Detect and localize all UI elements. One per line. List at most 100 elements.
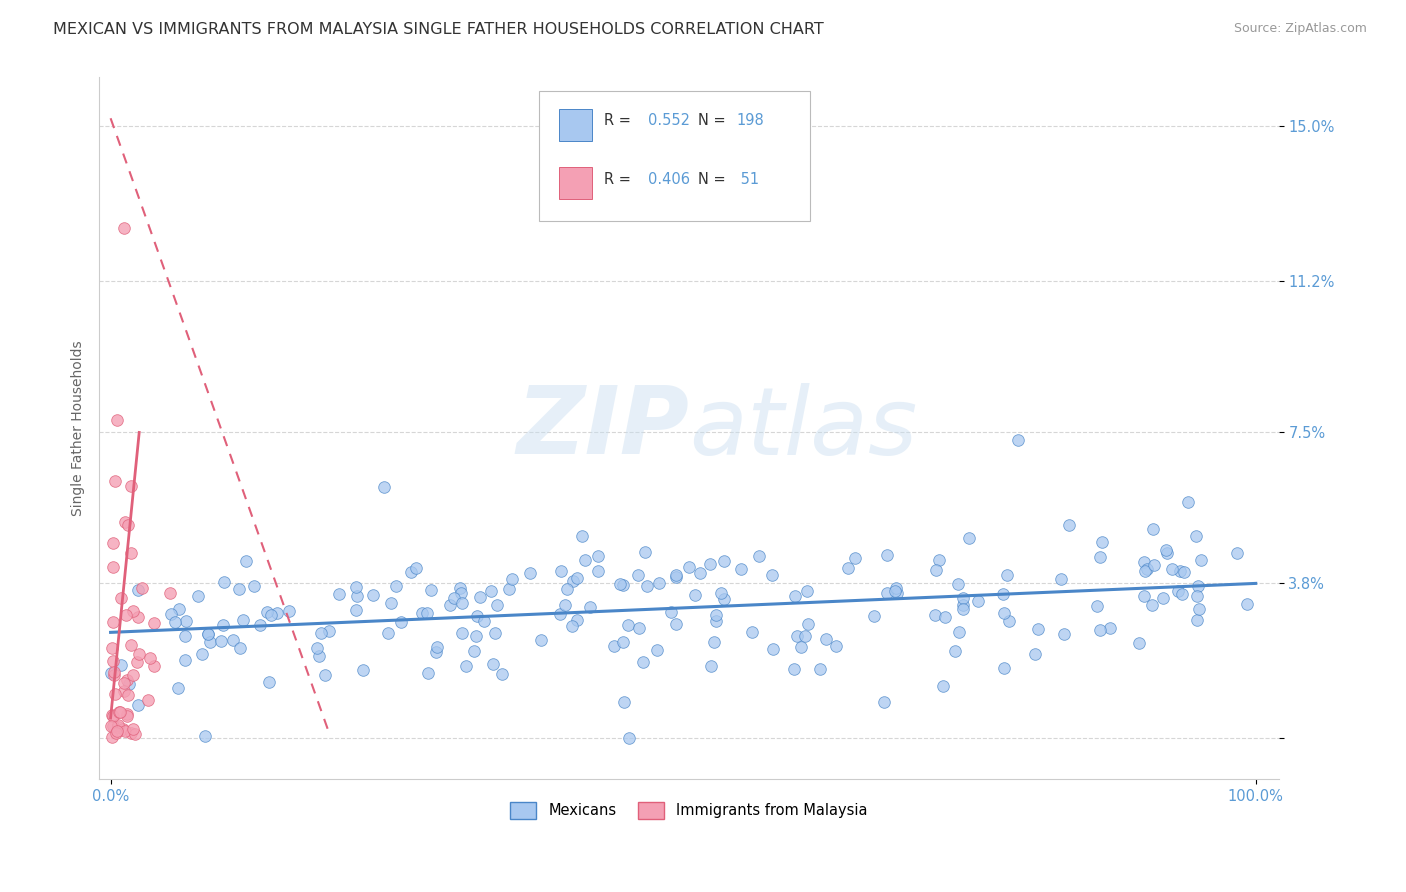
Point: [187, 590, 209, 604]
Point: [318, 624, 340, 639]
Point: [411, 606, 433, 620]
Point: [952, 591, 974, 606]
Point: [837, 560, 859, 574]
Point: [425, 645, 447, 659]
Point: [815, 632, 838, 647]
Point: [785, 589, 807, 603]
Point: [346, 590, 368, 604]
Point: [249, 617, 271, 632]
Point: [550, 607, 572, 622]
Point: [115, 673, 138, 687]
Point: [228, 582, 250, 597]
Point: [636, 579, 658, 593]
Point: [117, 518, 139, 533]
Point: [876, 549, 898, 563]
Point: [174, 653, 197, 667]
Point: [120, 479, 142, 493]
Point: [472, 615, 495, 629]
Point: [491, 666, 513, 681]
Point: [167, 681, 190, 695]
Point: [159, 586, 181, 600]
Point: [1187, 579, 1209, 593]
Point: [377, 626, 399, 640]
Point: [243, 579, 266, 593]
Point: [124, 727, 146, 741]
Point: [862, 608, 884, 623]
Point: [1026, 622, 1049, 636]
Point: [796, 584, 818, 599]
Point: [574, 552, 596, 566]
Point: [197, 627, 219, 641]
Point: [993, 587, 1015, 601]
Point: [439, 599, 461, 613]
Point: [703, 634, 725, 648]
Point: [308, 649, 330, 664]
Point: [762, 642, 785, 657]
Text: N =: N =: [699, 171, 731, 186]
Point: [136, 693, 159, 707]
Point: [561, 574, 583, 588]
Point: [142, 615, 165, 630]
Point: [797, 616, 820, 631]
Point: [647, 575, 669, 590]
Point: [1059, 518, 1081, 533]
Point: [613, 695, 636, 709]
Point: [704, 607, 727, 622]
Point: [416, 606, 439, 620]
Point: [628, 621, 651, 635]
Point: [586, 564, 609, 578]
Point: [101, 709, 124, 723]
Point: [685, 588, 707, 602]
Point: [103, 535, 125, 549]
Point: [465, 629, 488, 643]
Point: [385, 579, 408, 593]
Point: [993, 607, 1015, 621]
Point: [363, 589, 385, 603]
Point: [309, 626, 332, 640]
Point: [111, 722, 134, 736]
Point: [1007, 433, 1029, 447]
Point: [995, 568, 1018, 582]
Point: [761, 567, 783, 582]
Point: [107, 718, 129, 732]
Point: [943, 643, 966, 657]
Text: 0.552: 0.552: [648, 113, 689, 128]
Point: [616, 618, 638, 632]
Point: [127, 610, 149, 624]
Point: [257, 674, 280, 689]
Point: [405, 561, 427, 575]
Point: [530, 632, 553, 647]
Point: [588, 549, 610, 563]
Point: [957, 531, 980, 545]
Point: [463, 644, 485, 658]
Point: [120, 638, 142, 652]
Point: [266, 606, 288, 620]
Point: [121, 725, 143, 739]
Point: [873, 695, 896, 709]
Point: [107, 719, 129, 733]
Point: [664, 617, 686, 632]
Point: [165, 615, 187, 629]
Text: atlas: atlas: [689, 383, 917, 474]
Point: [1090, 535, 1112, 549]
Bar: [560, 168, 592, 199]
Point: [160, 607, 183, 621]
Point: [416, 666, 439, 681]
Point: [103, 718, 125, 732]
Point: [470, 590, 492, 604]
Point: [221, 632, 243, 647]
Point: [191, 647, 214, 661]
Point: [174, 614, 197, 628]
Point: [1024, 647, 1046, 661]
Point: [105, 725, 128, 739]
Point: [612, 578, 634, 592]
Point: [952, 598, 974, 612]
Point: [373, 480, 395, 494]
Point: [627, 568, 650, 582]
Point: [278, 604, 301, 618]
Point: [1085, 599, 1108, 613]
Point: [122, 722, 145, 736]
Point: [1171, 587, 1194, 601]
Point: [259, 607, 281, 622]
Point: [479, 583, 502, 598]
